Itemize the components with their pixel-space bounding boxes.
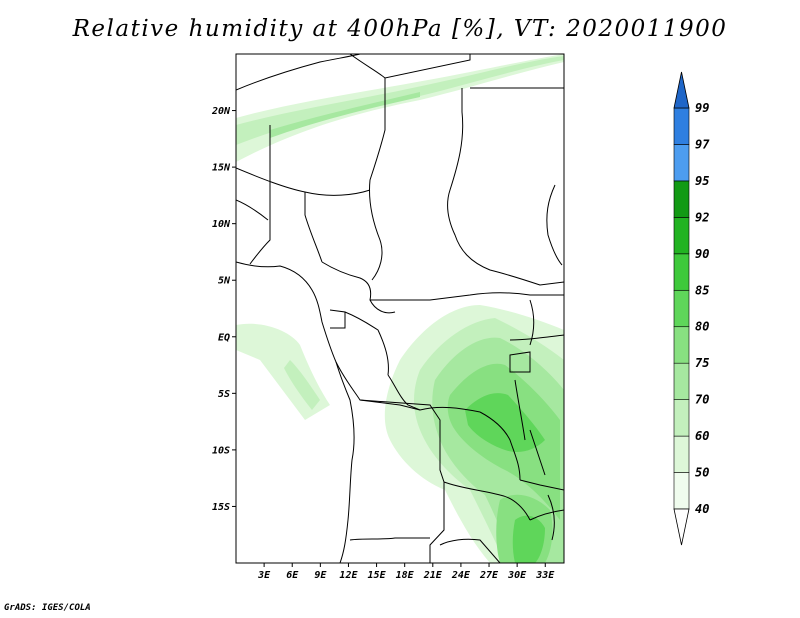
colorbar-label: 70 [695, 393, 709, 407]
colorbar-label: 80 [695, 320, 709, 334]
colorbar-segment [673, 144, 690, 182]
lat-tick-label: 10N [212, 219, 231, 230]
lon-tick-label: 30E [507, 570, 527, 581]
lon-tick-label: 18E [396, 570, 415, 581]
lon-tick-label: 6E [286, 570, 299, 581]
colorbar-label: 75 [695, 356, 709, 370]
colorbar-label: 99 [695, 101, 709, 115]
colorbar-label: 85 [695, 283, 709, 297]
colorbar-label: 50 [695, 466, 709, 480]
colorbar-label: 40 [695, 502, 709, 516]
country-borders [236, 54, 564, 563]
colorbar-segment [673, 435, 690, 473]
map-title: Relative humidity at 400hPa [%], VT: 202… [72, 16, 728, 42]
lat-tick-label: EQ [218, 332, 230, 343]
lat-tick-label: 5N [218, 276, 231, 287]
lon-tick-label: 3E [257, 570, 271, 581]
lon-tick-label: 21E [423, 570, 443, 581]
lat-tick-label: 15N [212, 163, 231, 174]
lon-tick-label: 15E [368, 570, 387, 581]
colorbar-segment [673, 326, 690, 364]
colorbar-min-arrow [673, 508, 690, 546]
colorbar-label: 97 [695, 137, 710, 151]
colorbar-label: 90 [695, 247, 709, 261]
lon-tick-label: 9E [314, 570, 327, 581]
lon-tick-label: 27E [479, 570, 499, 581]
lat-tick-label: 15S [212, 502, 230, 513]
colorbar-segment [673, 253, 690, 291]
colorbar-max-arrow [673, 71, 690, 109]
lon-tick-label: 12E [339, 570, 358, 581]
colorbar-label: 60 [695, 429, 709, 443]
lat-tick-label: 10S [212, 445, 230, 456]
map-frame [235, 53, 565, 564]
colorbar-segment [673, 180, 690, 218]
lat-tick-label: 5S [218, 389, 230, 400]
colorbar-segment [673, 472, 690, 510]
colorbar: 99 97 95 92 90 85 80 75 70 60 50 40 [673, 71, 710, 546]
colorbar-segment [673, 289, 690, 328]
latitude-axis: 20N 15N 10N 5N EQ 5S 10S 15S [211, 106, 236, 513]
lon-tick-label: 33E [535, 570, 555, 581]
humidity-field [236, 54, 564, 563]
colorbar-label: 95 [695, 174, 709, 188]
colorbar-segment [673, 362, 690, 400]
colorbar-segment [673, 399, 690, 437]
colorbar-segment [673, 107, 690, 145]
lat-tick-label: 20N [211, 106, 231, 117]
colorbar-label: 92 [695, 210, 709, 224]
lon-tick-label: 24E [451, 570, 471, 581]
colorbar-segment [673, 217, 690, 255]
longitude-axis: 3E 6E 9E 12E 15E 18E 21E 24E 27E 30E 33E [257, 563, 555, 581]
grads-credit: GrADS: IGES/COLA [4, 603, 91, 613]
